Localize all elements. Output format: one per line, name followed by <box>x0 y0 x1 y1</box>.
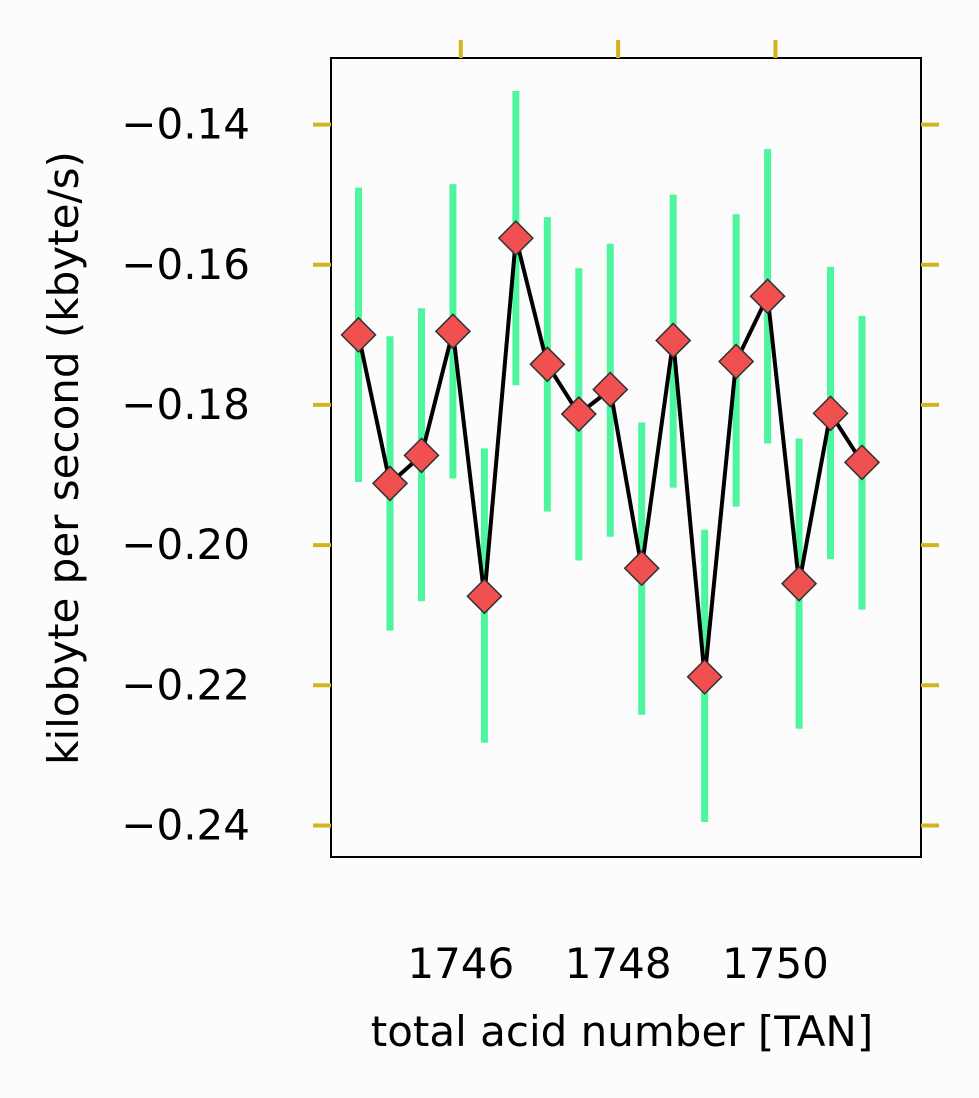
x-tick-label: 1748 <box>565 939 672 988</box>
data-point <box>592 371 629 408</box>
data-point <box>371 465 409 502</box>
x-tick-label: 1746 <box>407 939 514 988</box>
y-tick-label: −0.20 <box>121 520 250 569</box>
data-point <box>466 578 503 615</box>
markers <box>340 220 881 695</box>
data-point <box>340 316 377 353</box>
y-tick-label: −0.18 <box>121 380 250 429</box>
data-point <box>655 322 692 359</box>
data-point <box>529 346 566 383</box>
y-tick-label: −0.24 <box>121 800 250 849</box>
data-point <box>403 437 440 474</box>
tick-labels: −0.14 −0.16 −0.18 −0.20 −0.22 −0.24 1746 1748 17… <box>121 100 829 988</box>
data-point <box>749 278 786 315</box>
y-tick-label: −0.14 <box>121 100 250 149</box>
data-point <box>497 220 534 257</box>
data-point <box>686 658 723 695</box>
data-point <box>781 565 818 602</box>
data-point <box>843 444 881 481</box>
x-axis-title: total acid number [TAN] <box>371 1007 873 1056</box>
y-tick-label: −0.22 <box>121 660 250 709</box>
x-tick-label: 1750 <box>722 939 829 988</box>
y-tick-label: −0.16 <box>121 240 250 289</box>
data-point <box>623 550 660 587</box>
data-point <box>434 313 471 350</box>
data-point <box>560 395 597 433</box>
tick-marks <box>313 40 939 828</box>
data-point <box>812 395 849 432</box>
y-axis-title: kilobyte per second (kbyte/s) <box>39 151 88 765</box>
plot-frame <box>330 57 922 858</box>
data-point <box>718 343 755 380</box>
